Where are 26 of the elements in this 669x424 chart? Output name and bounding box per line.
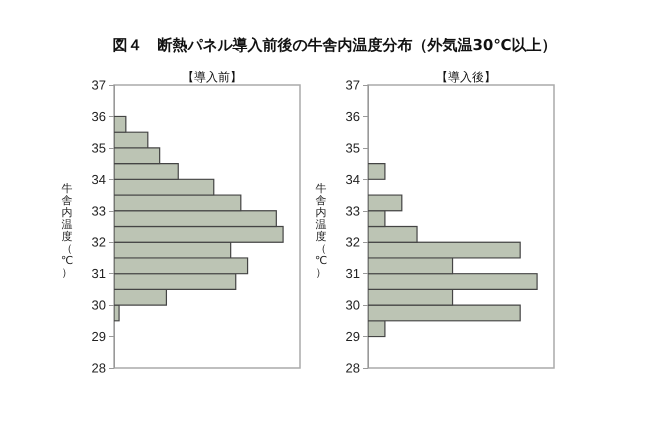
y-tick-label: 33 [92, 203, 106, 218]
y-tick-label: 36 [346, 108, 360, 124]
y-tick-label: 35 [346, 140, 360, 156]
y-tick-label: 29 [92, 329, 106, 344]
y-tick-label: 37 [92, 78, 106, 92]
y-axis-title: 牛舎内温度（℃） [314, 182, 328, 279]
y-tick-label: 28 [92, 360, 106, 376]
y-tick-label: 32 [346, 234, 360, 250]
chart-subtitle: 【導入前】 [182, 70, 242, 84]
y-tick-label: 29 [346, 329, 360, 344]
y-tick-label: 34 [92, 172, 106, 187]
y-axis-title: 牛舎内温度（℃） [60, 182, 74, 279]
y-tick-label: 28 [346, 360, 360, 376]
chart-subtitle: 【導入後】 [436, 70, 496, 84]
y-tick-label: 36 [92, 108, 106, 124]
y-tick-label: 31 [92, 266, 106, 282]
y-tick-label: 32 [92, 234, 106, 250]
y-tick-label: 35 [92, 140, 106, 156]
y-tick-label: 34 [346, 172, 360, 187]
y-tick-label: 30 [346, 298, 360, 313]
y-tick-label: 37 [346, 78, 360, 92]
y-tick-label: 30 [92, 298, 106, 313]
bar [368, 163, 386, 180]
text: 図４ 断熱パネル導入前後の牛舎内温度分布（外気温30℃以上） [111, 36, 558, 55]
y-tick-label: 31 [346, 266, 360, 282]
y-tick-label: 33 [346, 203, 360, 218]
